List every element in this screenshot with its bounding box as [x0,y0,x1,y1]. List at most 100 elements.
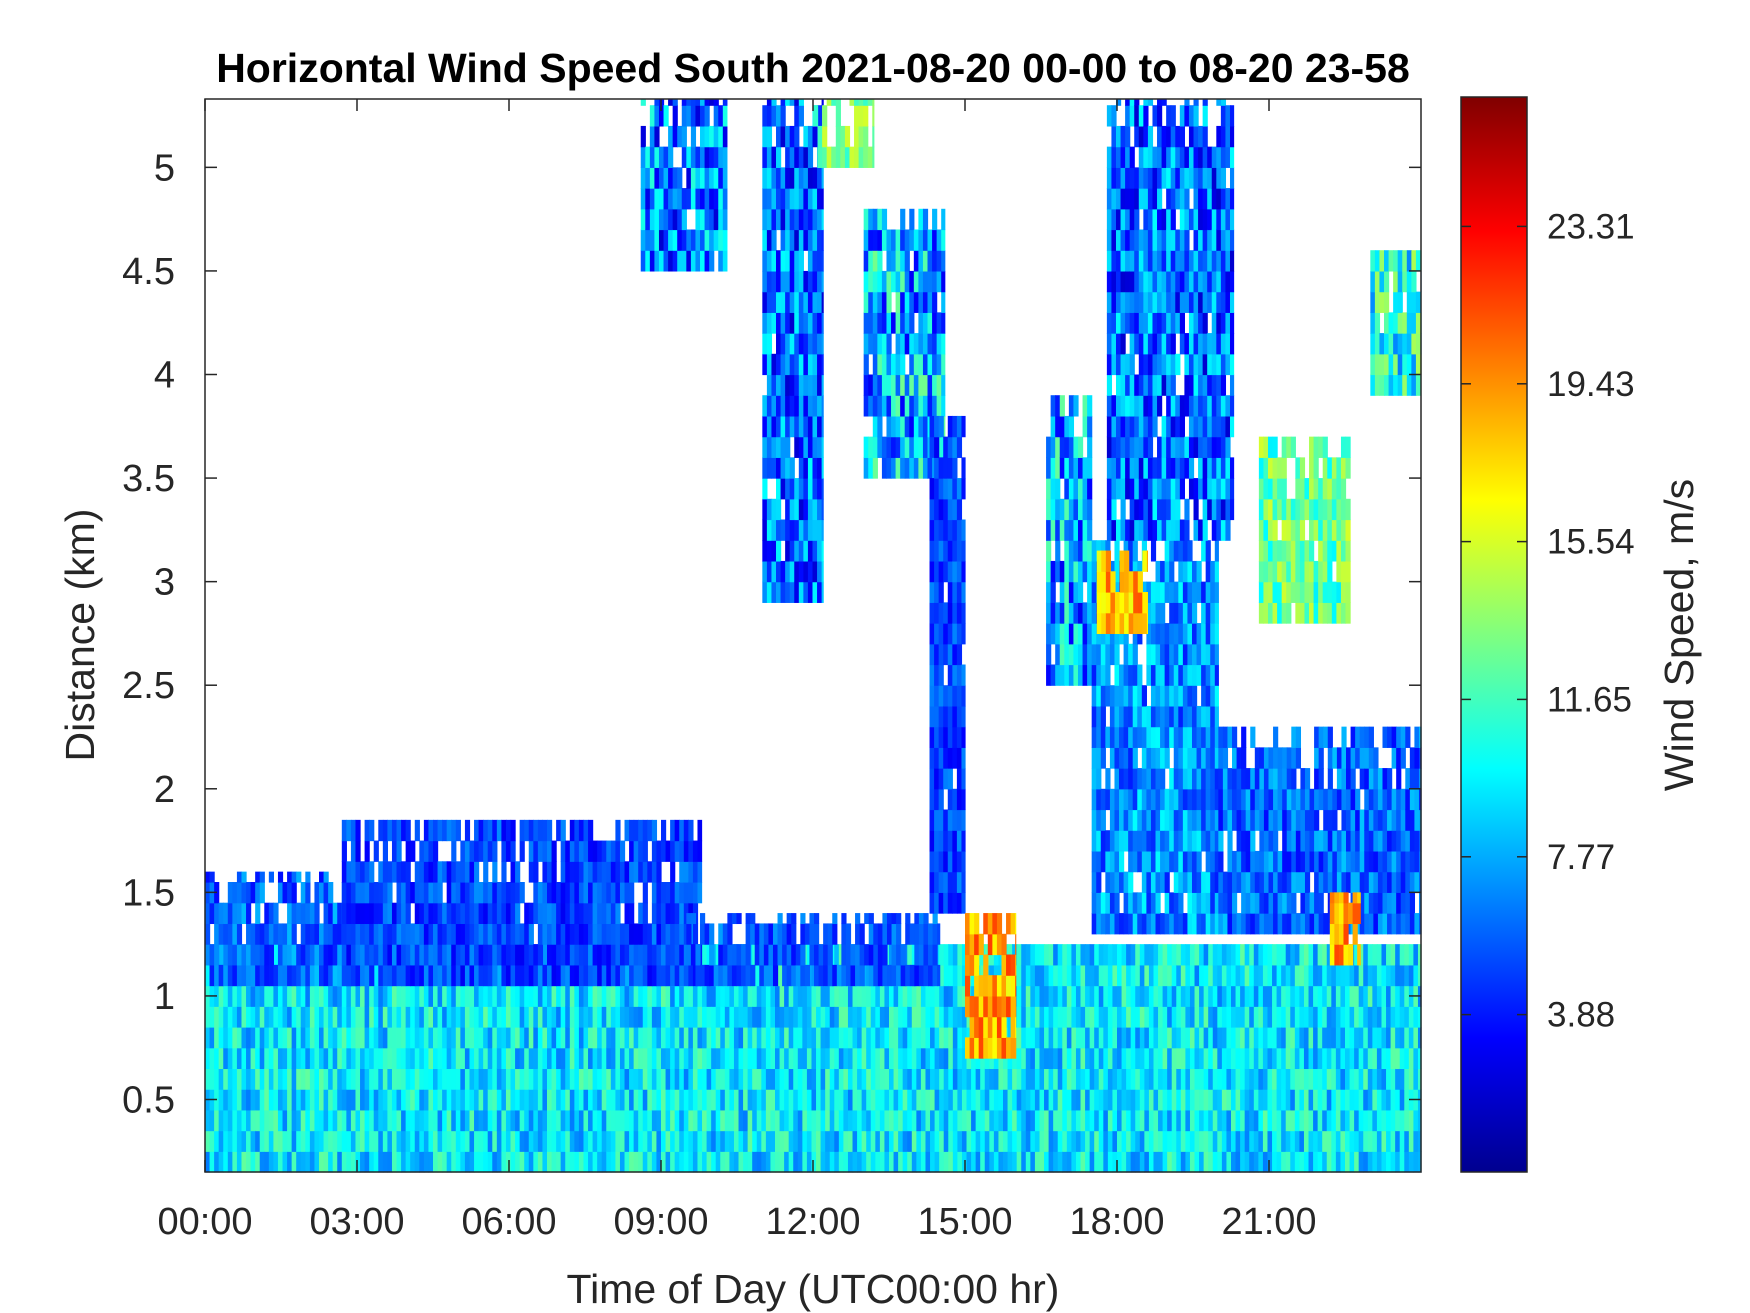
heatmap-cell [674,944,680,966]
heatmap-cell [414,819,420,842]
heatmap-cell [868,944,874,966]
heatmap-cell [1199,985,1205,1007]
heatmap-cell [624,1068,630,1090]
heatmap-cell [956,436,963,458]
heatmap-cell [697,861,703,883]
heatmap-cell [1112,1089,1118,1111]
heatmap-cell [592,882,598,904]
heatmap-cell [305,871,311,883]
heatmap-cell [401,1109,407,1132]
heatmap-cell [752,1089,758,1111]
heatmap-cell [1050,415,1056,438]
heatmap-cell [1082,478,1088,500]
heatmap-cell [872,229,878,251]
heatmap-cell [1096,830,1102,852]
heatmap-cell [446,1047,452,1070]
heatmap-cell [640,167,646,189]
heatmap-cell [1050,664,1056,686]
heatmap-cell [1404,985,1410,1007]
heatmap-cell [776,146,782,168]
heatmap-cell [378,944,384,966]
heatmap-cell [818,964,824,987]
heatmap-cell [218,1006,224,1028]
heatmap-cell [886,229,892,251]
heatmap-cell [762,208,768,231]
heatmap-cell [1050,519,1056,541]
heatmap-cell [1068,623,1075,645]
heatmap-cell [961,602,966,624]
heatmap-cell [891,395,897,417]
heatmap-cell [1180,944,1186,966]
heatmap-cell [718,105,724,127]
heatmap-cell [1112,1130,1118,1152]
heatmap-cell [718,125,724,148]
heatmap-cell [533,882,539,904]
heatmap-cell [857,1027,863,1049]
heatmap-cell [700,167,706,189]
heatmap-cell [934,685,940,707]
heatmap-cell [446,1006,452,1028]
heatmap-cell [863,457,869,479]
heatmap-cell [812,167,818,189]
heatmap-cell [766,188,773,210]
heatmap-cell [442,1151,448,1173]
heatmap-cell [355,985,361,1007]
heatmap-cell [952,664,958,686]
heatmap-cell [771,581,777,603]
heatmap-cell [1107,1068,1114,1090]
heatmap-cell [881,229,888,251]
heatmap-cell [802,1151,808,1173]
heatmap-cell [451,882,457,904]
heatmap-cell [1235,1109,1241,1132]
heatmap-cell [948,1089,954,1111]
heatmap-cell [232,1027,238,1049]
heatmap-cell [1053,944,1059,966]
heatmap-cell [665,985,671,1007]
heatmap-cell [474,923,480,945]
heatmap-cell [1276,1027,1282,1049]
heatmap-cell [291,902,297,925]
heatmap-cell [592,1109,598,1132]
heatmap-cell [223,1006,229,1028]
heatmap-cell [469,861,475,883]
heatmap-cell [1089,1006,1095,1028]
heatmap-cell [1326,1130,1332,1152]
heatmap-cell [762,478,768,500]
heatmap-cell [1203,1109,1209,1132]
heatmap-cell [273,1130,279,1152]
heatmap-cell [780,333,786,355]
heatmap-cell [904,374,910,396]
heatmap-cell [812,353,818,376]
heatmap-cell [700,923,706,945]
heatmap-cell [802,1109,808,1132]
heatmap-cell [1226,1027,1232,1049]
heatmap-cell [1308,944,1314,966]
heatmap-cell [1062,944,1068,966]
heatmap-cell [1331,1130,1337,1152]
heatmap-cell [387,1089,393,1111]
heatmap-cell [715,1109,721,1132]
heatmap-cell [956,643,963,666]
heatmap-cell [929,871,935,893]
heatmap-cell [1130,964,1136,987]
heatmap-cell [756,1006,762,1028]
heatmap-cell [989,1151,995,1173]
heatmap-cell [1139,1130,1145,1152]
heatmap-cell [1340,1006,1346,1028]
heatmap-cell [1064,643,1070,666]
heatmap-cell [920,1109,927,1132]
heatmap-cell [232,1068,238,1090]
heatmap-cell [474,1109,480,1132]
heatmap-cell [505,1089,512,1111]
heatmap-cell [738,985,744,1007]
heatmap-cell [1098,1151,1104,1173]
heatmap-cell [1109,705,1116,728]
heatmap-cell [1390,1130,1396,1152]
heatmap-cell [1055,623,1061,645]
heatmap-cell [1105,726,1111,748]
heatmap-cell [904,333,910,355]
heatmap-cell [934,1109,940,1132]
heatmap-cell [952,1089,958,1111]
heatmap-cell [1208,1068,1214,1090]
heatmap-cell [464,1047,471,1070]
